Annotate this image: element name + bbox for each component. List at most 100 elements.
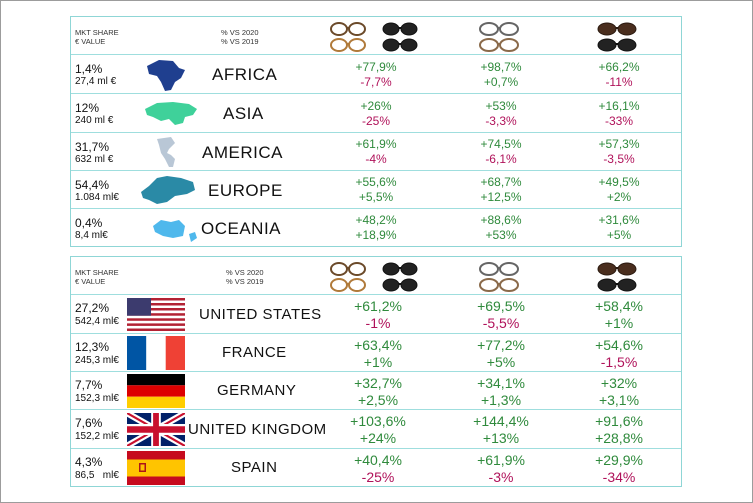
vs2019-col3: -34%: [602, 469, 636, 485]
vs2019-col2: +53%: [485, 228, 517, 242]
asia-map-icon: [145, 102, 197, 125]
market-share: 7,6%: [75, 416, 103, 430]
vs2019-col1: -4%: [365, 152, 387, 166]
market-share: 27,2%: [75, 301, 110, 315]
vs2020-col3: +49,5%: [598, 175, 640, 189]
vs2019-col1: +2,5%: [357, 392, 399, 408]
vs2019-col2: -6,1%: [485, 152, 517, 166]
vs2020-col2: +34,1%: [477, 375, 525, 391]
vs2020-col1: +32,7%: [354, 375, 402, 391]
vs2019-col2: +13%: [482, 430, 520, 446]
vs2019-col2: +5%: [486, 354, 516, 370]
vs2020-label: % VS 2020: [226, 268, 264, 277]
market-share: 54,4%: [75, 178, 110, 192]
vs2019-col3: -3,5%: [603, 152, 635, 166]
euro-value: 27,4 ml €: [75, 76, 117, 87]
vs2020-col1: +77,9%: [355, 60, 397, 74]
vs2020-col2: +144,4%: [473, 413, 529, 429]
oceania-map-icon: [153, 220, 197, 242]
vs2020-col1: +103,6%: [350, 413, 406, 429]
vs2020-col3: +58,4%: [595, 298, 643, 314]
vs2020-col3: +57,3%: [598, 137, 640, 151]
region-row-europe: 54,4% 1.084 ml€ EUROPE +55,6% +5,5% +68,…: [71, 171, 681, 209]
country-row-france: 12,3% 245,3 ml€ FRANCE +63,4% +1% +77,2%…: [71, 334, 681, 372]
country-row-germany: 7,7% 152,3 ml€ GERMANY +32,7% +2,5% +34,…: [71, 372, 681, 410]
clear-glasses-icon: [479, 22, 519, 52]
region-name: ASIA: [223, 104, 264, 123]
vs2020-col1: +40,4%: [354, 452, 402, 468]
vs2020-col2: +88,6%: [480, 213, 522, 227]
vs2020-col3: +91,6%: [595, 413, 643, 429]
vs2020-col2: +69,5%: [477, 298, 525, 314]
vs2019-col2: +0,7%: [483, 75, 519, 89]
vs2020-col1: +48,2%: [355, 213, 397, 227]
vs2020-col2: +53%: [485, 99, 517, 113]
market-share: 7,7%: [75, 378, 103, 392]
market-share: 12,3%: [75, 340, 110, 354]
market-share: 31,7%: [75, 140, 110, 154]
market-share: 12%: [75, 101, 100, 115]
vs2019-col3: +2%: [606, 190, 632, 204]
vs2019-col3: -1,5%: [600, 354, 638, 370]
region-row-africa: 1,4% 27,4 ml € AFRICA +77,9% -7,7% +98,7…: [71, 55, 681, 94]
vs2020-col2: +68,7%: [480, 175, 522, 189]
region-name: OCEANIA: [201, 219, 282, 238]
vs2019-col3: -11%: [605, 75, 633, 89]
vs2019-label: % VS 2019: [226, 277, 264, 286]
euro-value: 632 ml €: [75, 154, 114, 165]
four-glasses-icon: [330, 22, 418, 52]
vs2019-col1: -25%: [361, 469, 395, 485]
region-row-asia: 12% 240 ml € ASIA +26% -25% +53% -3,3% +…: [71, 94, 681, 133]
america-map-icon: [157, 137, 175, 167]
euro-value: 152,3 ml€: [75, 393, 119, 404]
germany-flag-icon: [127, 374, 185, 408]
vs2019-label: % VS 2019: [221, 37, 259, 46]
uk-flag-icon: [127, 413, 185, 446]
euro-value: 8,4 ml€: [75, 230, 108, 241]
market-share: 1,4%: [75, 62, 103, 76]
africa-map-icon: [147, 60, 185, 91]
vs2019-col1: +5,5%: [358, 190, 394, 204]
vs2019-col1: +18,9%: [355, 228, 397, 242]
euro-value: 240 ml €: [75, 115, 114, 126]
country-name: SPAIN: [231, 459, 278, 476]
vs2020-col2: +61,9%: [477, 452, 525, 468]
country-row-spain: 4,3% 86,5 ml€ SPAIN +40,4% -25% +61,9% -…: [71, 449, 681, 487]
market-share: 0,4%: [75, 216, 103, 230]
region-row-america: 31,7% 632 ml € AMERICA +61,9% -4% +74,5%…: [71, 133, 681, 171]
france-flag-icon: [127, 336, 185, 370]
region-name: EUROPE: [208, 181, 283, 200]
mkt-share-label: MKT SHARE: [75, 268, 119, 277]
vs2019-col2: +12,5%: [480, 190, 522, 204]
euro-value: 86,5 ml€: [75, 470, 119, 481]
vs2019-col3: +28,8%: [595, 430, 643, 446]
vs2020-label: % VS 2020: [221, 28, 259, 37]
country-row-united-kingdom: 7,6% 152,2 ml€ UNITED KINGDOM +103,6% +2…: [71, 410, 681, 449]
mkt-share-label: MKT SHARE: [75, 28, 119, 37]
market-share: 4,3%: [75, 455, 103, 469]
region-row-oceania: 0,4% 8,4 ml€ OCEANIA +48,2% +18,9% +88,6…: [71, 209, 681, 247]
vs2020-col3: +66,2%: [598, 60, 640, 74]
vs2020-col3: +16,1%: [598, 99, 640, 113]
euro-value: 1.084 ml€: [75, 192, 119, 203]
vs2020-col1: +55,6%: [355, 175, 397, 189]
vs2020-col3: +29,9%: [595, 452, 643, 468]
europe-map-icon: [141, 176, 195, 204]
vs2020-col2: +77,2%: [477, 337, 525, 353]
vs2020-col1: +61,2%: [354, 298, 402, 314]
vs2019-col2: +1,3%: [480, 392, 522, 408]
value-label: € VALUE: [75, 37, 106, 46]
vs2019-col2: -3%: [488, 469, 514, 485]
clear-glasses-icon: [479, 262, 519, 292]
sunglasses-icon: [597, 22, 637, 52]
region-name: AMERICA: [202, 143, 283, 162]
vs2019-col1: -7,7%: [360, 75, 392, 89]
value-label: € VALUE: [75, 277, 106, 286]
vs2019-col2: -5,5%: [482, 315, 520, 331]
vs2019-col1: -1%: [365, 315, 391, 331]
regions-table: MKT SHARE € VALUE % VS 2020 % VS 2019 1,…: [70, 16, 682, 247]
region-name: AFRICA: [212, 65, 278, 84]
usa-flag-icon: [127, 298, 185, 331]
country-row-united-states: 27,2% 542,4 ml€ UNITED STATES +61,2% -1%…: [71, 295, 681, 334]
spain-flag-icon: [127, 451, 185, 485]
